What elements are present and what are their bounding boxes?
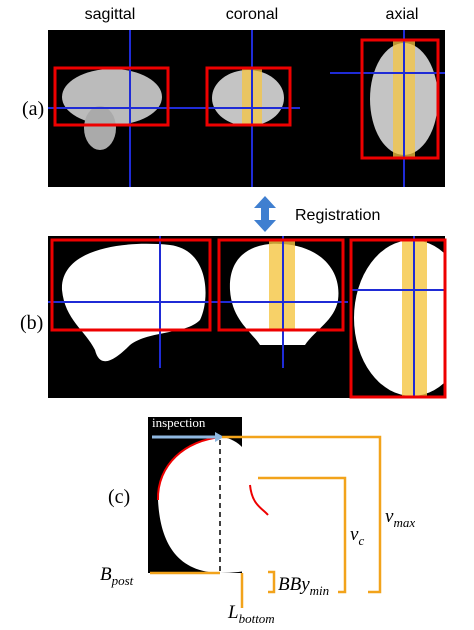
panel-label: (a) — [22, 98, 44, 120]
bounding-boxes — [53, 38, 440, 160]
bounding-boxes — [50, 238, 447, 399]
panel-a — [48, 30, 445, 187]
registration-label: Registration — [295, 207, 380, 224]
b-post: Bpost — [100, 564, 134, 588]
bby-min: BBymin — [278, 574, 329, 598]
view-label: coronal — [226, 6, 278, 23]
v-max: vmax — [385, 506, 415, 530]
mask — [157, 437, 270, 573]
v-c: vc — [350, 524, 364, 548]
panel-label: (c) — [108, 486, 130, 508]
view-label: sagittal — [85, 6, 136, 23]
brain-stem — [84, 106, 116, 150]
brackets — [150, 435, 382, 608]
panel-b — [48, 236, 470, 399]
crosshairs — [48, 30, 445, 187]
l-bottom: Lbottom — [227, 602, 275, 626]
contour — [249, 484, 269, 516]
brain-sagittal — [62, 69, 162, 125]
view-label: axial — [386, 6, 419, 23]
arrow-head — [215, 432, 224, 442]
inspection-label: inspection — [152, 415, 206, 430]
crosshairs — [48, 236, 445, 398]
contour — [156, 436, 223, 501]
panel-c: inspection — [148, 415, 270, 573]
double-arrow — [254, 196, 276, 232]
panel-label: (b) — [20, 312, 43, 334]
